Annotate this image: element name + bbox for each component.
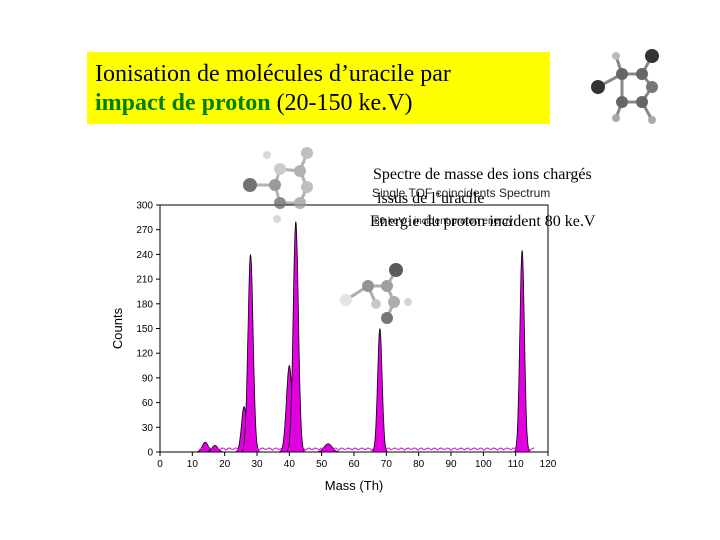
title-line1: Ionisation de molécules d’uracile par <box>95 61 451 87</box>
y-tick-label: 60 <box>142 398 154 409</box>
x-tick-label: 30 <box>251 459 263 470</box>
overlay-energy-sub: 80 keV - incident proton energy <box>374 216 513 227</box>
y-tick-label: 240 <box>136 250 153 261</box>
peak-28 <box>241 254 260 453</box>
x-tick-label: 20 <box>219 459 231 470</box>
uracile-annotation: issus de l’uracile <box>377 190 485 207</box>
baseline-noise <box>198 447 535 452</box>
x-tick-label: 40 <box>284 459 296 470</box>
x-tick-label: 90 <box>445 459 457 470</box>
x-tick-label: 10 <box>187 459 199 470</box>
y-tick-label: 150 <box>136 324 153 335</box>
title-box: Ionisation de molécules d’uracile par im… <box>87 52 550 124</box>
uracil-molecule-icon <box>340 263 412 324</box>
x-axis-label: Mass (Th) <box>325 478 384 493</box>
y-tick-label: 270 <box>136 225 153 236</box>
energie-annotation: Energie du proton incident 80 ke.V <box>370 213 596 230</box>
molecules-layer <box>243 49 659 324</box>
x-tick-label: 110 <box>508 459 524 470</box>
uracil-molecule-icon <box>591 49 659 124</box>
y-tick-label: 0 <box>147 448 153 459</box>
y-tick-label: 210 <box>136 275 153 286</box>
title-highlight: impact de proton <box>95 90 271 116</box>
y-tick-label: 180 <box>136 299 153 310</box>
peak-68 <box>372 328 388 453</box>
y-axis-label: Counts <box>110 307 125 349</box>
spectre-annotation: Spectre de masse des ions chargés <box>373 166 592 183</box>
x-tick-label: 0 <box>157 459 163 470</box>
x-tick-label: 80 <box>413 459 425 470</box>
title-rest: (20-150 ke.V) <box>270 90 413 116</box>
x-tick-label: 70 <box>381 459 393 470</box>
axes-layer: 0 30 60 90 120 150 180 210 240 270 300 0 10 20 30 40 50 6… <box>110 201 557 494</box>
peak-42 <box>287 221 305 453</box>
peak-112 <box>514 250 530 453</box>
x-tick-label: 100 <box>475 459 492 470</box>
x-tick-label: 50 <box>316 459 328 470</box>
y-tick-label: 300 <box>136 201 153 212</box>
overlay-spectrum-title: Single TOF coincidents Spectrum <box>372 186 551 200</box>
y-tick-label: 90 <box>142 373 154 384</box>
y-tick-label: 120 <box>136 349 153 360</box>
uracil-molecule-icon <box>243 147 313 223</box>
x-tick-label: 60 <box>348 459 360 470</box>
peaks-layer <box>195 221 535 453</box>
y-tick-label: 30 <box>142 423 154 434</box>
x-tick-label: 120 <box>540 459 557 470</box>
plot-frame <box>159 204 549 453</box>
title-line2: impact de proton (20-150 ke.V) <box>95 89 542 118</box>
